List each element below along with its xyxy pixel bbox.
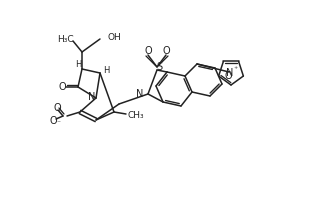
Text: S: S bbox=[156, 62, 162, 72]
Text: N: N bbox=[136, 89, 143, 99]
Text: CH₃: CH₃ bbox=[127, 110, 144, 119]
Text: H: H bbox=[75, 59, 81, 68]
Text: O: O bbox=[58, 82, 66, 92]
Text: ⁺: ⁺ bbox=[234, 64, 238, 73]
Text: ⁻: ⁻ bbox=[56, 119, 60, 128]
Text: O: O bbox=[49, 116, 57, 126]
Text: H₃C: H₃C bbox=[57, 34, 73, 43]
Text: O: O bbox=[162, 46, 170, 56]
Text: N: N bbox=[88, 92, 96, 102]
Text: O: O bbox=[144, 46, 152, 56]
Text: H: H bbox=[103, 65, 109, 74]
Text: N: N bbox=[226, 68, 234, 78]
Text: OH: OH bbox=[108, 33, 122, 42]
Text: O: O bbox=[53, 103, 61, 113]
Text: O: O bbox=[225, 71, 232, 81]
